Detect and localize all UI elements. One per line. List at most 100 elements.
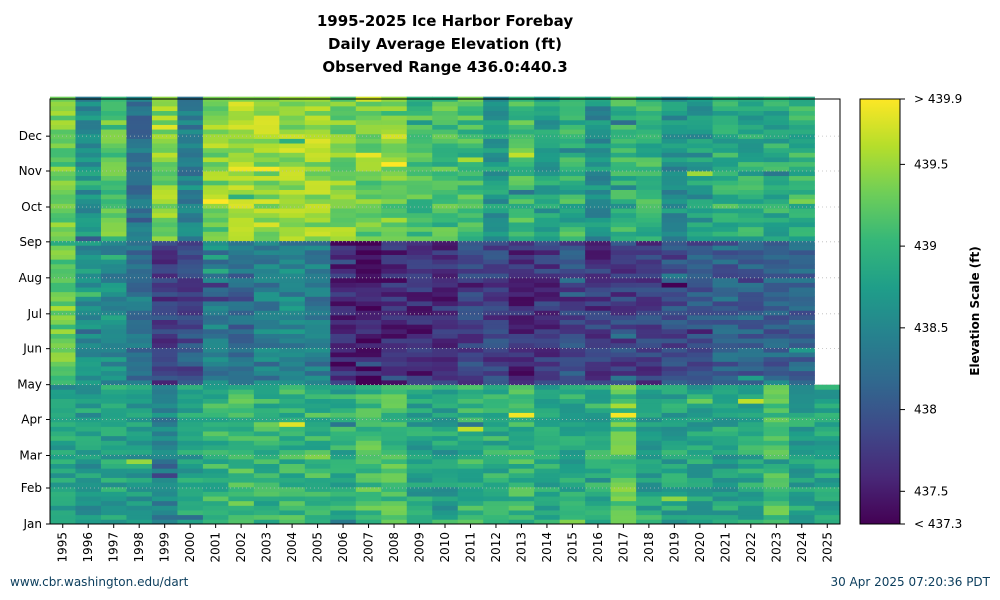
heatmap-cell (355, 217, 382, 223)
heatmap-cell (406, 189, 433, 195)
heatmap-cell (355, 259, 382, 265)
heatmap-cell (738, 435, 764, 441)
heatmap-cell (50, 263, 76, 269)
heatmap-cell (789, 449, 815, 455)
heatmap-cell (432, 310, 459, 316)
heatmap-cell (50, 380, 76, 386)
heatmap-cell (738, 477, 764, 483)
heatmap-cell (50, 226, 76, 232)
heatmap-cell (585, 500, 612, 506)
heatmap-cell (534, 240, 561, 246)
heatmap-cell (177, 198, 204, 204)
heatmap-cell (126, 301, 153, 307)
heatmap-cell (330, 170, 357, 177)
heatmap-cell (381, 287, 408, 293)
heatmap-cell (763, 124, 790, 130)
heatmap-cell (738, 222, 764, 228)
heatmap-cell (330, 287, 357, 293)
footer-source-link[interactable]: www.cbr.washington.edu/dart (10, 575, 189, 589)
heatmap-cell (559, 115, 586, 121)
heatmap-cell (228, 482, 255, 488)
heatmap-cell (75, 212, 102, 218)
heatmap-cell (559, 421, 586, 427)
heatmap-cell (508, 236, 535, 242)
heatmap-cell (534, 421, 561, 427)
heatmap-cell (355, 291, 382, 297)
heatmap-cell (304, 184, 331, 190)
heatmap-cell (534, 454, 561, 460)
heatmap-cell (636, 500, 663, 506)
heatmap-cell (304, 463, 331, 469)
heatmap-cell (330, 119, 357, 125)
heatmap-cell (432, 361, 459, 367)
heatmap-cell (738, 426, 764, 432)
heatmap-cell (304, 287, 331, 293)
heatmap-cell (202, 226, 229, 232)
heatmap-cell (381, 277, 408, 283)
heatmap-cell (151, 291, 178, 297)
heatmap-cell (75, 296, 102, 302)
heatmap-cell (432, 170, 459, 177)
heatmap-cell (712, 161, 739, 167)
heatmap-cell (763, 208, 790, 214)
heatmap-cell (712, 361, 739, 367)
heatmap-cell (559, 347, 586, 353)
heatmap-cell (355, 426, 382, 432)
heatmap-cell (406, 393, 433, 399)
heatmap-cell (253, 496, 280, 502)
heatmap-cell (687, 184, 713, 190)
heatmap-cell (177, 287, 204, 293)
heatmap-cell (789, 305, 815, 311)
heatmap-cell (228, 105, 255, 112)
heatmap-cell (50, 342, 76, 348)
heatmap-cell (202, 314, 229, 321)
heatmap-cell (355, 412, 382, 418)
heatmap-cell (610, 496, 637, 502)
heatmap-cell (457, 175, 484, 181)
heatmap-year-column (738, 96, 764, 525)
heatmap-cell (228, 417, 255, 423)
heatmap-cell (75, 463, 102, 469)
heatmap-cell (508, 245, 535, 251)
heatmap-cell (381, 519, 408, 525)
heatmap-cell (789, 370, 815, 376)
heatmap-cell (610, 180, 637, 186)
heatmap-cell (687, 403, 713, 409)
heatmap-cell (202, 458, 229, 465)
heatmap-cell (304, 259, 331, 265)
heatmap-cell (304, 217, 331, 223)
heatmap-cell (381, 143, 408, 149)
heatmap-cell (457, 324, 484, 330)
heatmap-cell (355, 110, 382, 116)
heatmap-cell (330, 301, 357, 307)
heatmap-cell (738, 328, 764, 334)
heatmap-cell (126, 222, 153, 228)
heatmap-cell (636, 361, 663, 367)
heatmap-cell (228, 115, 255, 121)
heatmap-cell (763, 226, 790, 232)
heatmap-cell (712, 449, 739, 455)
heatmap-cell (457, 143, 484, 149)
heatmap-cell (559, 486, 586, 492)
heatmap-cell (253, 375, 280, 381)
heatmap-cell (304, 352, 331, 358)
heatmap-cell (126, 435, 153, 441)
heatmap-cell (100, 324, 127, 330)
heatmap-cell (457, 356, 484, 362)
heatmap-cell (100, 519, 127, 525)
heatmap-cell (534, 157, 561, 163)
heatmap-cell (534, 203, 561, 209)
heatmap-cell (559, 384, 586, 390)
heatmap-cell (483, 212, 510, 218)
heatmap-cell (457, 412, 484, 418)
heatmap-cell (687, 491, 713, 497)
heatmap-cell (355, 356, 382, 362)
heatmap-cell (279, 407, 306, 413)
heatmap-cell (432, 124, 459, 130)
heatmap-cell (508, 510, 535, 516)
heatmap-cell (202, 380, 229, 386)
heatmap-cell (75, 505, 102, 511)
heatmap-cell (202, 301, 229, 307)
heatmap-cell (75, 314, 102, 321)
heatmap-cell (661, 398, 688, 404)
